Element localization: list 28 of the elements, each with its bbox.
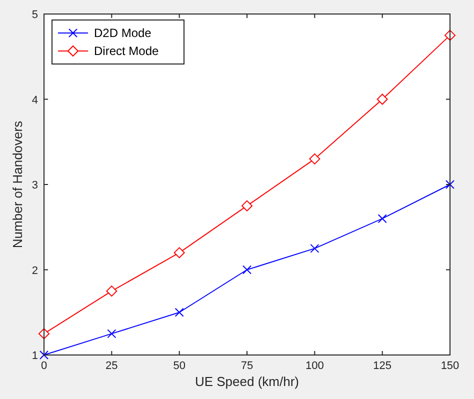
y-tick-label: 4 xyxy=(32,94,38,106)
y-tick-label: 1 xyxy=(32,350,38,362)
point xyxy=(376,94,388,105)
point xyxy=(107,329,116,338)
point xyxy=(309,153,320,164)
x-tick-label: 0 xyxy=(40,360,48,372)
x-tick-label: 50 xyxy=(173,360,186,372)
x-tick-label: 100 xyxy=(305,360,324,372)
y-tick-label: 3 xyxy=(32,180,38,192)
legend-label: Direct Mode xyxy=(94,44,160,58)
point xyxy=(446,180,454,189)
y-axis-title: Number of Handovers xyxy=(10,120,25,248)
x-tick-label: 25 xyxy=(106,360,118,372)
x-tick-label: 125 xyxy=(373,360,392,372)
x-tick-label: 75 xyxy=(240,360,254,372)
y-tick-label: 5 xyxy=(32,9,38,21)
x-axis-title: UE Speed (km/hr) xyxy=(194,374,300,389)
point xyxy=(174,247,185,258)
point xyxy=(310,244,320,253)
point xyxy=(378,214,387,224)
point xyxy=(242,200,252,212)
y-tick-label: 2 xyxy=(32,264,38,277)
point xyxy=(174,308,184,317)
point xyxy=(106,286,118,297)
x-tick-label: 150 xyxy=(440,360,460,372)
legend-label: D2D Mode xyxy=(94,26,152,40)
point xyxy=(40,350,48,360)
point xyxy=(242,265,252,274)
